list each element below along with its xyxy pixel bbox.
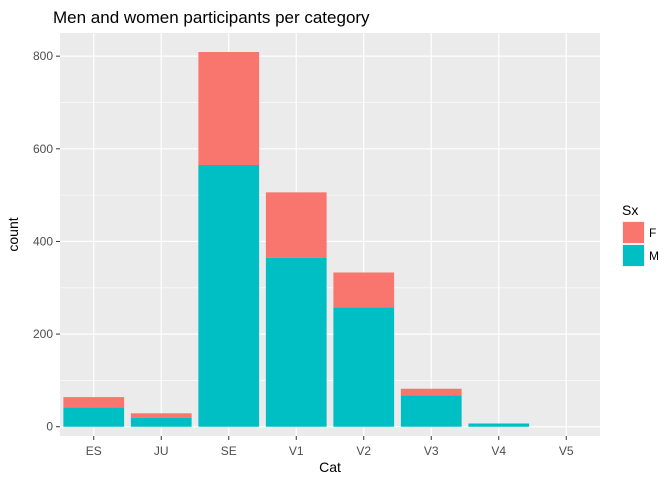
bar-v3-m (400, 395, 462, 427)
bar-v2-f (333, 272, 395, 308)
bar-ju-f (130, 413, 192, 418)
legend: Sx FM (622, 202, 659, 267)
y-tick-label: 200 (33, 327, 53, 341)
bar-ju-m (130, 417, 192, 427)
x-tick-label: SE (221, 444, 237, 458)
bar-v3-f (400, 388, 462, 396)
y-tick-label: 0 (46, 420, 53, 434)
bar-v1-m (265, 257, 327, 427)
bar-v4-m (468, 423, 530, 427)
plot-panel (60, 33, 600, 436)
x-tick-label: V1 (289, 444, 304, 458)
legend-swatch-f (623, 222, 644, 243)
bars (63, 51, 530, 427)
bar-v1-f (265, 192, 327, 258)
x-tick-label: V2 (356, 444, 371, 458)
x-tick-label: ES (86, 444, 102, 458)
y-tick-label: 600 (33, 142, 53, 156)
x-tick-label: V4 (491, 444, 506, 458)
bar-se-m (198, 165, 260, 427)
bar-es-f (63, 397, 125, 408)
x-axis-title: Cat (319, 459, 341, 475)
y-axis-title: count (5, 217, 21, 251)
legend-label-m: M (649, 249, 659, 263)
y-tick-label: 400 (33, 234, 53, 248)
chart-title: Men and women participants per category (53, 8, 370, 27)
y-tick-label: 800 (33, 49, 53, 63)
legend-label-f: F (649, 226, 656, 240)
bar-se-f (198, 51, 260, 166)
x-axis: ES JU SE V1 V2 V3 V4 V5 (86, 436, 574, 458)
minor-gridlines (60, 102, 600, 381)
y-axis: 0 200 400 600 800 (33, 49, 60, 434)
x-tick-label: V5 (559, 444, 574, 458)
legend-items: FM (622, 221, 659, 267)
bar-v2-m (333, 307, 395, 427)
x-tick-label: JU (154, 444, 169, 458)
bar-es-m (63, 407, 125, 427)
x-tick-label: V3 (424, 444, 439, 458)
legend-swatch-m (623, 245, 644, 266)
legend-title: Sx (622, 202, 638, 218)
